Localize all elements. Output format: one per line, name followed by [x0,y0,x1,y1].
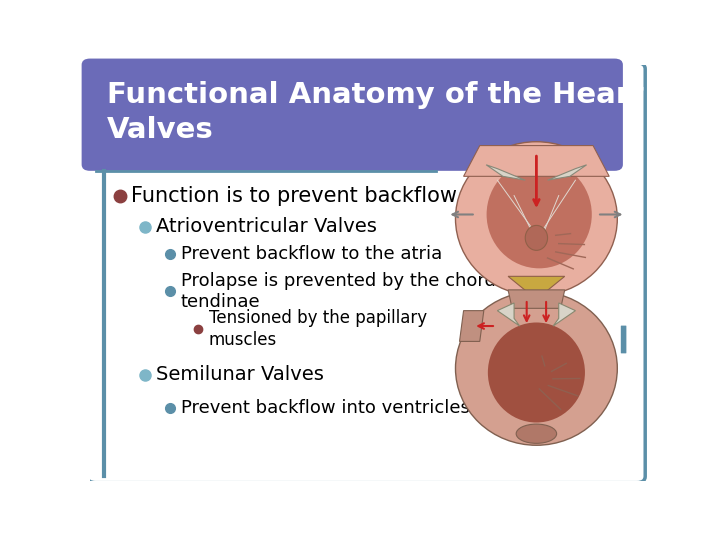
FancyBboxPatch shape [621,326,626,353]
Ellipse shape [526,225,548,251]
Polygon shape [548,165,587,180]
Ellipse shape [487,160,592,268]
Ellipse shape [456,141,617,295]
Text: Prevent backflow to the atria: Prevent backflow to the atria [181,245,442,263]
Polygon shape [553,303,575,326]
Ellipse shape [456,292,617,446]
Ellipse shape [516,424,557,443]
FancyBboxPatch shape [87,63,645,483]
Polygon shape [486,165,526,180]
Polygon shape [508,290,564,308]
Text: Tensioned by the papillary
muscles: Tensioned by the papillary muscles [209,309,427,349]
Polygon shape [459,310,484,341]
Text: Prolapse is prevented by the chorda
tendinae: Prolapse is prevented by the chorda tend… [181,272,507,311]
Text: Function is to prevent backflow: Function is to prevent backflow [131,186,456,206]
Ellipse shape [488,322,585,422]
Text: Prevent backflow into ventricles: Prevent backflow into ventricles [181,399,470,417]
Polygon shape [508,276,564,299]
Text: Semilunar Valves: Semilunar Valves [156,365,324,384]
Text: Atrioventricular Valves: Atrioventricular Valves [156,218,377,237]
Text: Functional Anatomy of the Heart
Valves: Functional Anatomy of the Heart Valves [107,81,644,145]
Polygon shape [464,146,609,177]
FancyBboxPatch shape [81,58,623,171]
Polygon shape [498,303,520,326]
